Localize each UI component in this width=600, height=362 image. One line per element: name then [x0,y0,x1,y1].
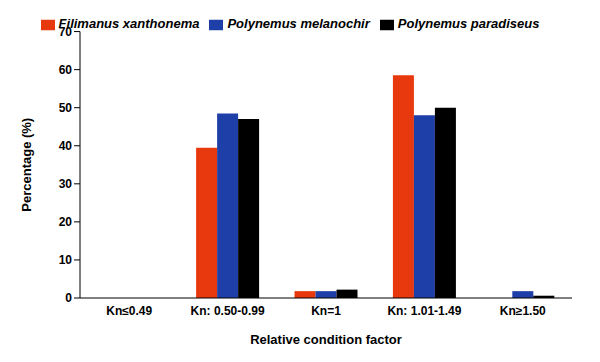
svg-text:20: 20 [59,215,73,229]
svg-text:Percentage (%): Percentage (%) [19,118,34,212]
svg-text:Kn=1: Kn=1 [311,304,341,318]
svg-text:60: 60 [59,63,73,77]
svg-text:70: 70 [59,25,73,39]
svg-text:50: 50 [59,101,73,115]
svg-text:Kn≤0.49: Kn≤0.49 [106,304,152,318]
svg-text:Relative condition factor: Relative condition factor [250,332,402,347]
svg-text:Kn: 1.01-1.49: Kn: 1.01-1.49 [387,304,461,318]
svg-text:0: 0 [65,291,72,305]
svg-text:Kn: 0.50-0.99: Kn: 0.50-0.99 [191,304,265,318]
svg-text:Kn≥1.50: Kn≥1.50 [500,304,546,318]
svg-text:40: 40 [59,139,73,153]
svg-text:10: 10 [59,253,73,267]
svg-text:30: 30 [59,177,73,191]
